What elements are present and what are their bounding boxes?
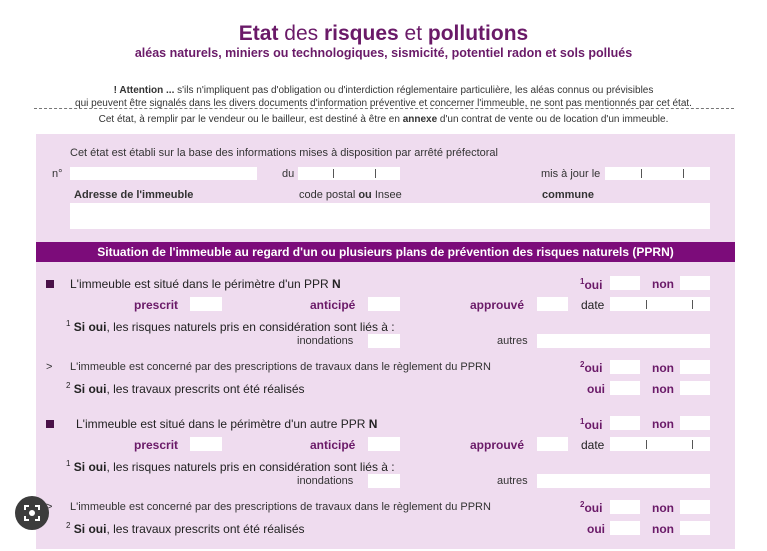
oui-checkbox[interactable]: [610, 416, 640, 430]
ppr-block: L'immeuble est situé dans le périmètre d…: [0, 411, 767, 551]
section-header: Situation de l'immeuble au regard d'un o…: [36, 242, 735, 262]
travaux-question: L'immeuble est concerné par des prescrip…: [70, 361, 491, 373]
non-checkbox[interactable]: [680, 416, 710, 430]
non-checkbox[interactable]: [680, 500, 710, 514]
approuve-label: approuvé: [470, 438, 525, 452]
oui-checkbox[interactable]: [610, 360, 640, 374]
cp-label: code postal ou Insee: [299, 189, 402, 201]
prescrit-label: prescrit: [134, 298, 179, 312]
maj-date-field[interactable]: [605, 167, 710, 180]
oui-label: 2oui: [580, 500, 603, 515]
arrow-bullet-icon: >: [46, 501, 53, 513]
oui-label: 1oui: [580, 417, 603, 432]
autres-field[interactable]: [537, 474, 710, 488]
non-label: non: [652, 522, 674, 536]
oui-label: 2oui: [580, 360, 603, 375]
oui-checkbox[interactable]: [610, 521, 640, 535]
non-label: non: [652, 361, 674, 375]
inondations-label: inondations: [297, 475, 354, 487]
square-bullet-icon: [46, 280, 54, 288]
oui-checkbox[interactable]: [610, 381, 640, 395]
approuve-checkbox[interactable]: [537, 437, 568, 451]
non-checkbox[interactable]: [680, 381, 710, 395]
notice: Cet état, à remplir par le vendeur ou le…: [98, 114, 669, 125]
attention-line1: ! Attention ... s'ils n'impliquent pas d…: [113, 85, 654, 96]
oui-label: oui: [587, 382, 605, 396]
maj-label: mis à jour le: [541, 168, 601, 180]
anticipe-checkbox[interactable]: [368, 297, 400, 311]
approuve-checkbox[interactable]: [537, 297, 568, 311]
travaux-question: L'immeuble est concerné par des prescrip…: [70, 501, 491, 513]
num-field[interactable]: [70, 167, 257, 180]
arrow-bullet-icon: >: [46, 361, 53, 373]
date-label: date: [581, 438, 605, 452]
approuve-label: approuvé: [470, 298, 525, 312]
risques-text: 1 Si oui, les risques naturels pris en c…: [66, 319, 395, 334]
ppr-question: L'immeuble est situé dans le périmètre d…: [76, 417, 378, 431]
anticipe-label: anticipé: [310, 298, 356, 312]
travaux-text: 2 Si oui, les travaux prescrits ont été …: [66, 381, 305, 396]
anticipe-checkbox[interactable]: [368, 437, 400, 451]
google-lens-icon[interactable]: [15, 496, 49, 530]
non-label: non: [652, 277, 674, 291]
non-label: non: [652, 417, 674, 431]
commune-label: commune: [542, 189, 594, 201]
inondations-checkbox[interactable]: [368, 474, 400, 488]
non-label: non: [652, 501, 674, 515]
adresse-label: Adresse de l'immeuble: [74, 189, 194, 201]
non-label: non: [652, 382, 674, 396]
oui-label: 1oui: [580, 277, 603, 292]
prescrit-checkbox[interactable]: [190, 297, 222, 311]
oui-checkbox[interactable]: [610, 276, 640, 290]
anticipe-label: anticipé: [310, 438, 356, 452]
arrete-intro: Cet état est établi sur la base des info…: [70, 147, 498, 159]
non-checkbox[interactable]: [680, 521, 710, 535]
inondations-checkbox[interactable]: [368, 334, 400, 348]
non-checkbox[interactable]: [680, 360, 710, 374]
attention-line2: qui peuvent être signalés dans les diver…: [75, 98, 692, 109]
autres-label: autres: [497, 335, 528, 347]
divider: [34, 108, 734, 109]
subtitle: aléas naturels, miniers ou technologique…: [134, 46, 633, 60]
num-label: n°: [52, 168, 63, 180]
date-label: date: [581, 298, 605, 312]
risques-text: 1 Si oui, les risques naturels pris en c…: [66, 459, 395, 474]
inondations-label: inondations: [297, 335, 354, 347]
prescrit-label: prescrit: [134, 438, 179, 452]
du-date-field[interactable]: [298, 167, 400, 180]
ppr-block: L'immeuble est situé dans le périmètre d…: [0, 271, 767, 411]
non-checkbox[interactable]: [680, 276, 710, 290]
autres-label: autres: [497, 475, 528, 487]
oui-checkbox[interactable]: [610, 500, 640, 514]
page-title: Etat des risques et pollutions: [238, 22, 529, 45]
autres-field[interactable]: [537, 334, 710, 348]
oui-label: oui: [587, 522, 605, 536]
date-field[interactable]: [610, 297, 710, 311]
travaux-text: 2 Si oui, les travaux prescrits ont été …: [66, 521, 305, 536]
square-bullet-icon: [46, 420, 54, 428]
adresse-field[interactable]: [70, 203, 710, 229]
date-field[interactable]: [610, 437, 710, 451]
prescrit-checkbox[interactable]: [190, 437, 222, 451]
ppr-question: L'immeuble est situé dans le périmètre d…: [70, 277, 341, 291]
du-label: du: [282, 168, 295, 180]
